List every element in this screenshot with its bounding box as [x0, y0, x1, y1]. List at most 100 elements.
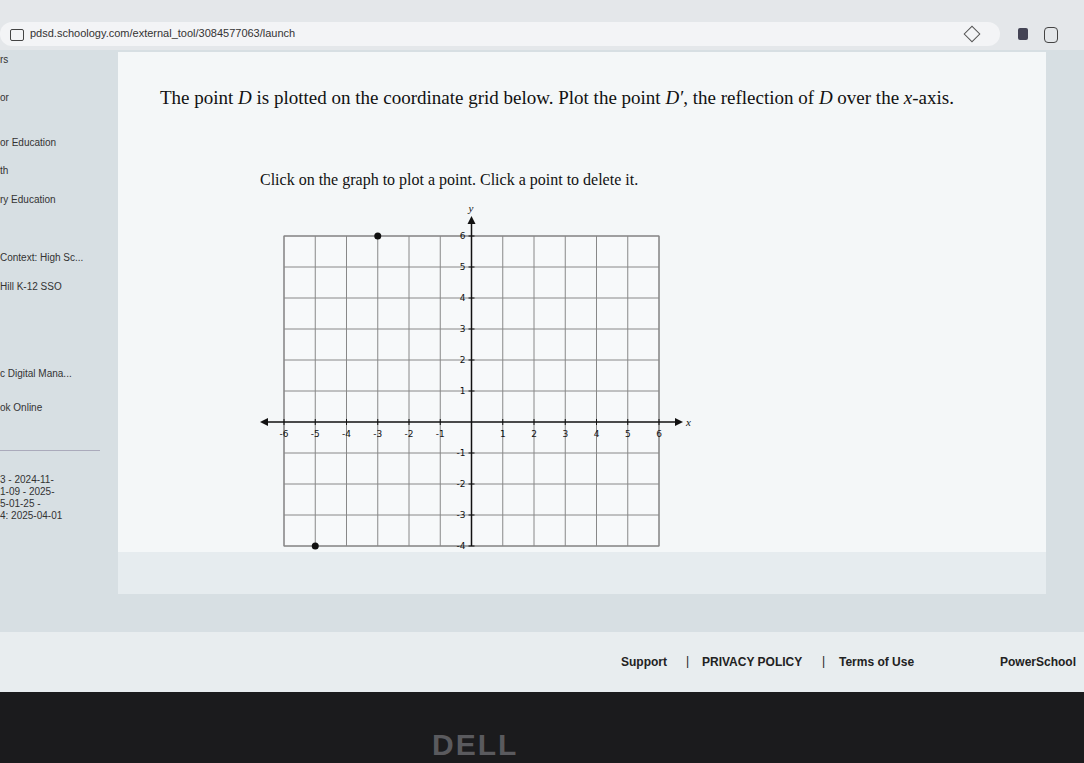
y-tick-label: 2 [460, 355, 466, 365]
y-tick-label: -3 [457, 510, 466, 520]
y-tick [469, 329, 475, 330]
x-tick [534, 419, 535, 425]
question-segment: -axis. [912, 87, 954, 108]
y-axis-label: y [468, 202, 474, 214]
y-tick [469, 360, 475, 361]
bezel [0, 692, 1084, 763]
y-tick [469, 453, 475, 454]
y-arrow [468, 216, 476, 224]
grid-line [284, 329, 659, 330]
y-tick [469, 391, 475, 392]
instruction: Click on the graph to plot a point. Clic… [260, 171, 638, 189]
y-tick-label: 1 [460, 386, 466, 396]
y-tick [469, 546, 475, 547]
sidebar-item: ry Education [0, 194, 56, 205]
y-tick [469, 515, 475, 516]
x-tick [377, 419, 378, 425]
y-tick-label: -1 [457, 448, 466, 458]
x-tick [409, 419, 410, 425]
x-tick-label: 1 [500, 429, 506, 439]
question-segment: , the reflection of [683, 87, 819, 108]
point[interactable] [374, 233, 381, 240]
x-tick-label: 6 [656, 429, 662, 439]
sidebar-item: 5-01-25 - [0, 498, 41, 509]
grid-line [284, 298, 659, 299]
x-arrow [675, 418, 683, 426]
x-tick [659, 419, 660, 425]
x-tick [315, 419, 316, 425]
y-tick [469, 236, 475, 237]
url: pdsd.schoology.com/external_tool/3084577… [30, 27, 295, 39]
grid-line [284, 391, 659, 392]
bezel-logo: DELL [432, 728, 518, 762]
footer-separator: | [686, 654, 689, 668]
x-tick-label: 2 [531, 429, 537, 439]
x-tick [284, 419, 285, 425]
y-tick-label: 3 [460, 324, 466, 334]
x-tick [502, 419, 503, 425]
question-segment: x [904, 87, 912, 108]
ext-icon [1018, 28, 1028, 40]
footer-link[interactable]: PRIVACY POLICY [702, 655, 802, 669]
sidebar-item: Context: High Sc... [0, 252, 83, 263]
sidebar-item: or Education [0, 137, 56, 148]
question-segment: D [238, 87, 252, 108]
sidebar-item: c Digital Mana... [0, 368, 72, 379]
x-tick-label: 4 [594, 429, 600, 439]
footer-link[interactable]: Terms of Use [839, 655, 914, 669]
page: pdsd.schoology.com/external_tool/3084577… [0, 0, 1084, 763]
grid-line [284, 236, 659, 237]
sidebar-item: rs [0, 54, 8, 65]
question-segment: D′ [665, 87, 683, 108]
content-lower [118, 552, 1046, 594]
x-tick [346, 419, 347, 425]
x-tick-label: -4 [342, 429, 351, 439]
site-icon [10, 29, 24, 41]
y-tick [469, 267, 475, 268]
sidebar-item: 1-09 - 2025- [0, 486, 54, 497]
grid-line [284, 267, 659, 268]
grid-line [284, 484, 659, 485]
question: The point D is plotted on the coordinate… [160, 84, 990, 112]
question-segment: The point [160, 87, 238, 108]
sidebar-divider [0, 450, 100, 451]
footer-link[interactable]: Support [621, 655, 667, 669]
sidebar-item: ok Online [0, 402, 42, 413]
y-tick-label: -4 [457, 541, 466, 551]
x-tick-label: -5 [311, 429, 320, 439]
y-tick-label: 5 [460, 262, 466, 272]
y-tick-label: -2 [457, 479, 466, 489]
footer-bar [0, 632, 1084, 692]
x-tick-label: -1 [436, 429, 445, 439]
grid-line [284, 515, 659, 516]
x-axis-label: x [685, 416, 691, 428]
sidebar-item: Hill K-12 SSO [0, 281, 62, 292]
x-tick-label: -6 [280, 429, 289, 439]
x-tick [596, 419, 597, 425]
x-tick [440, 419, 441, 425]
y-tick-label: 6 [460, 231, 466, 241]
x-tick-label: 5 [625, 429, 631, 439]
footer-brand[interactable]: PowerSchool [1000, 655, 1076, 669]
question-segment: over the [833, 87, 904, 108]
y-tick [469, 298, 475, 299]
x-tick-label: -2 [405, 429, 414, 439]
x-arrow [260, 418, 268, 426]
sidebar-item: th [0, 165, 8, 176]
y-axis [471, 220, 473, 546]
y-tick-label: 4 [460, 293, 466, 303]
sidebar-item: 3 - 2024-11- [0, 474, 54, 485]
grid-line [284, 453, 659, 454]
question-segment: D [819, 87, 833, 108]
footer-separator: | [822, 654, 825, 668]
point[interactable] [312, 543, 319, 550]
profile-icon [1044, 27, 1058, 43]
grid-line [284, 360, 659, 361]
sidebar-item: or [0, 92, 9, 103]
question-segment: is plotted on the coordinate grid below.… [252, 87, 666, 108]
x-tick-label: -3 [373, 429, 382, 439]
y-tick [469, 484, 475, 485]
sidebar-item: 4: 2025-04-01 [0, 510, 62, 521]
grid-line [284, 546, 659, 547]
x-tick-label: 3 [562, 429, 568, 439]
